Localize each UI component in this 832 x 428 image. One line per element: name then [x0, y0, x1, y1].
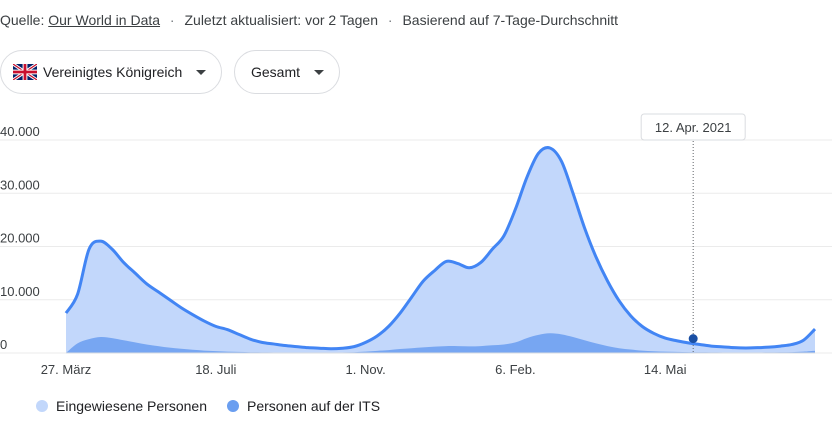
metric-dropdown[interactable]: Gesamt [234, 50, 340, 94]
x-tick-label: 1. Nov. [345, 362, 385, 377]
chevron-down-icon [314, 69, 325, 75]
y-tick-label: 30.000 [0, 177, 40, 192]
legend-item-icu[interactable]: Personen auf der ITS [227, 398, 380, 414]
source-prefix: Quelle: [0, 12, 45, 28]
x-tick-label: 27. März [41, 362, 92, 377]
country-label: Vereinigtes Königreich [43, 64, 183, 80]
legend-label: Eingewiesene Personen [56, 398, 207, 414]
uk-flag-icon [13, 64, 37, 80]
x-tick-label: 6. Feb. [495, 362, 535, 377]
legend-label: Personen auf der ITS [247, 398, 381, 414]
basis-text: Basierend auf 7-Tage-Durchschnitt [402, 12, 619, 28]
tooltip-box [640, 113, 746, 141]
legend-swatch [227, 400, 239, 412]
source-link[interactable]: Our World in Data [48, 12, 161, 28]
x-tick-label: 14. Mai [644, 362, 687, 377]
chart-series [64, 146, 817, 354]
icu-area [66, 333, 815, 353]
y-tick-label: 0 [0, 337, 7, 352]
country-dropdown[interactable]: Vereinigtes Königreich [0, 50, 222, 94]
y-tick-label: 10.000 [0, 284, 40, 299]
separator-1: · [169, 12, 175, 28]
hospitalization-chart[interactable]: 40.000 30.000 20.000 10.000 0 27. März 18. Ju… [0, 110, 832, 390]
metric-label: Gesamt [251, 64, 301, 80]
last-updated-text: Zuletzt aktualisiert: vor 2 Tagen [184, 12, 378, 28]
source-line: Quelle: Our World in Data · Zuletzt aktu… [0, 12, 618, 28]
tooltip-label: 12. Apr. 2021 [655, 120, 732, 135]
chevron-down-icon [196, 69, 207, 75]
y-tick-label: 20.000 [0, 231, 40, 246]
tooltip-point [688, 334, 698, 344]
legend-swatch [36, 400, 48, 412]
hospitalized-line [64, 146, 817, 351]
chart-tooltip: 12. Apr. 2021 [640, 113, 746, 353]
y-tick-label: 40.000 [0, 124, 40, 139]
x-axis-ticks: 27. März 18. Juli 1. Nov. 6. Feb. 14. Mai [41, 362, 687, 377]
separator-2: · [387, 12, 393, 28]
chart-legend: Eingewiesene Personen Personen auf der I… [36, 398, 400, 414]
hospitalized-area [66, 147, 815, 353]
y-axis-ticks: 40.000 30.000 20.000 10.000 0 [0, 124, 40, 352]
legend-item-hospitalized[interactable]: Eingewiesene Personen [36, 398, 207, 414]
x-tick-label: 18. Juli [195, 362, 236, 377]
